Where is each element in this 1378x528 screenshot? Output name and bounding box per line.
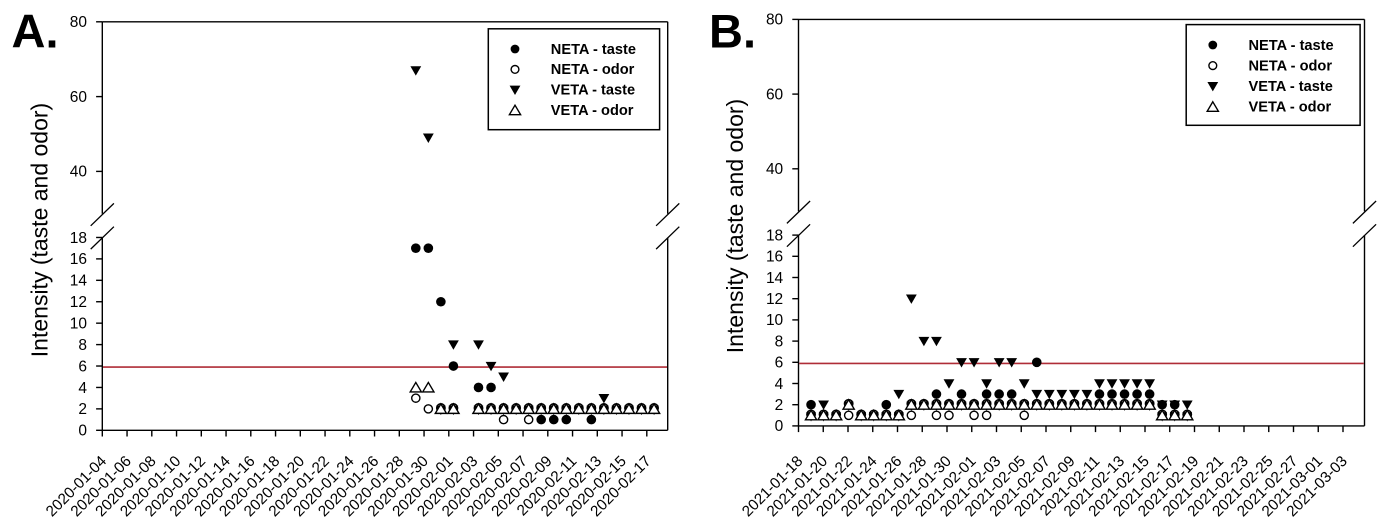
svg-text:80: 80 (766, 12, 784, 29)
svg-text:NETA - taste: NETA - taste (1249, 38, 1334, 54)
svg-text:Intensity (taste and odor): Intensity (taste and odor) (26, 103, 52, 357)
svg-text:40: 40 (70, 164, 88, 181)
svg-text:8: 8 (78, 337, 87, 354)
svg-text:B.: B. (709, 4, 756, 57)
svg-text:4: 4 (775, 376, 784, 393)
svg-text:6: 6 (78, 358, 87, 375)
svg-text:10: 10 (70, 315, 88, 332)
svg-text:14: 14 (766, 270, 784, 287)
svg-text:VETA - odor: VETA - odor (551, 103, 634, 119)
svg-text:60: 60 (70, 89, 88, 106)
svg-text:VETA - taste: VETA - taste (1249, 79, 1333, 95)
svg-text:Intensity (taste and odor): Intensity (taste and odor) (722, 99, 748, 353)
svg-text:A.: A. (12, 4, 59, 57)
svg-text:2: 2 (775, 397, 784, 414)
svg-text:NETA - odor: NETA - odor (551, 62, 635, 78)
svg-text:40: 40 (766, 161, 784, 178)
svg-text:0: 0 (78, 423, 87, 440)
svg-text:16: 16 (766, 249, 783, 266)
svg-text:NETA - taste: NETA - taste (551, 42, 636, 58)
svg-text:60: 60 (766, 86, 784, 103)
svg-text:16: 16 (70, 251, 87, 268)
svg-text:4: 4 (78, 380, 87, 397)
svg-text:8: 8 (775, 333, 784, 350)
svg-text:18: 18 (70, 230, 87, 247)
svg-text:12: 12 (766, 291, 783, 308)
svg-text:80: 80 (70, 14, 88, 31)
svg-text:NETA - odor: NETA - odor (1249, 58, 1333, 74)
svg-text:14: 14 (70, 273, 88, 290)
svg-text:0: 0 (775, 418, 784, 435)
svg-text:12: 12 (70, 294, 87, 311)
svg-text:18: 18 (766, 227, 783, 244)
svg-text:6: 6 (775, 355, 784, 372)
svg-text:VETA - taste: VETA - taste (551, 83, 635, 99)
svg-text:10: 10 (766, 312, 784, 329)
svg-text:VETA - odor: VETA - odor (1249, 100, 1332, 116)
svg-text:2: 2 (78, 401, 87, 418)
